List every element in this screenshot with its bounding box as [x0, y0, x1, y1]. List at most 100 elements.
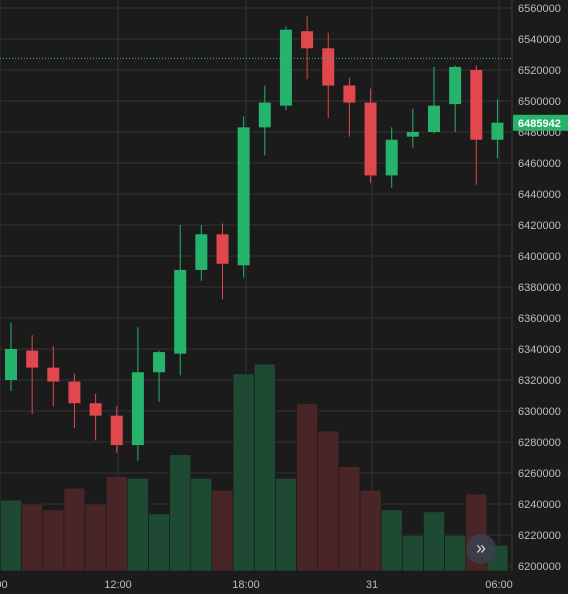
candle[interactable] [153, 350, 166, 402]
y-tick-label: 6420000 [518, 220, 561, 232]
x-tick-label: 18:00 [232, 579, 260, 591]
candle[interactable] [5, 322, 17, 391]
candle-body [491, 122, 504, 140]
candle-body [174, 269, 187, 354]
candle-body [47, 367, 60, 382]
y-tick-label: 6300000 [518, 406, 561, 418]
volume-bar [254, 363, 276, 572]
y-tick-label: 6560000 [518, 3, 561, 15]
candle[interactable] [322, 32, 335, 119]
y-tick-label: 6220000 [518, 530, 561, 542]
candle[interactable] [89, 393, 102, 441]
candle[interactable] [491, 99, 504, 159]
candle-body [279, 29, 292, 106]
candle-body [68, 381, 81, 404]
candle-body [258, 102, 271, 128]
volume-bar [169, 454, 191, 572]
candle-body [470, 70, 483, 140]
candle-body [428, 105, 440, 132]
price-axis: 6560000654000065200006500000648000064600… [513, 3, 568, 573]
y-tick-label: 6460000 [518, 158, 561, 170]
candle-body [406, 132, 419, 137]
volume-bar [275, 478, 297, 572]
candle[interactable] [470, 65, 483, 185]
volume-bar [232, 373, 255, 572]
candle[interactable] [216, 223, 229, 300]
candle-body [153, 352, 166, 373]
y-tick-label: 6360000 [518, 313, 561, 325]
volume-bar [359, 489, 382, 572]
y-tick-label: 6520000 [518, 65, 561, 77]
y-tick-label: 6440000 [518, 189, 561, 201]
candle-body [385, 139, 398, 176]
volume-bar [211, 489, 234, 572]
candle-body [26, 350, 39, 368]
scroll-to-latest-button[interactable]: » [466, 534, 496, 564]
last-price-label: 6485942 [518, 118, 561, 130]
candle[interactable] [68, 373, 81, 429]
candle[interactable] [195, 225, 208, 281]
x-tick-label: :00 [0, 579, 8, 591]
volume-bar [402, 535, 424, 572]
volume-bar [190, 478, 213, 572]
volume-bar [105, 476, 128, 572]
candle-body [237, 127, 250, 266]
y-tick-label: 6320000 [518, 375, 561, 387]
candle[interactable] [428, 66, 440, 134]
candle[interactable] [301, 15, 314, 80]
y-tick-label: 6500000 [518, 96, 561, 108]
candle-body [301, 31, 314, 49]
volume-bar [380, 509, 403, 572]
candle-body [449, 66, 462, 105]
candle-body [5, 349, 17, 380]
y-tick-label: 6540000 [518, 34, 561, 46]
volume-bar [423, 511, 445, 572]
volume-bar [317, 430, 340, 572]
y-tick-label: 6200000 [518, 561, 561, 573]
candle-body [343, 85, 356, 103]
volume-bar [296, 403, 318, 572]
candle-body [322, 48, 335, 86]
y-tick-label: 6260000 [518, 468, 561, 480]
volume-bar [148, 513, 170, 572]
y-tick-label: 6400000 [518, 251, 561, 263]
candle[interactable] [385, 127, 398, 188]
candle-body [216, 234, 229, 264]
candle-body [195, 234, 208, 270]
volume-bar [21, 503, 43, 572]
time-axis: :00 12:00 18:00 31 06:00 [0, 579, 513, 591]
candle[interactable] [47, 345, 60, 407]
y-tick-label: 6380000 [518, 282, 561, 294]
candle-body [110, 415, 123, 446]
candle[interactable] [279, 26, 292, 111]
last-price-tag [513, 114, 568, 131]
candles [5, 15, 504, 461]
candle[interactable] [364, 88, 377, 184]
candle[interactable] [110, 406, 123, 453]
candle[interactable] [131, 327, 144, 461]
volume-bar [0, 499, 22, 572]
candle-body [89, 403, 102, 416]
candle[interactable] [26, 335, 39, 415]
volume-bar [127, 478, 149, 572]
x-tick-label: 06:00 [485, 579, 513, 591]
volume-bars [0, 363, 509, 572]
candle[interactable] [237, 116, 250, 278]
volume-bar [42, 509, 65, 572]
x-tick-label: 12:00 [104, 579, 132, 591]
volume-bar [444, 535, 466, 572]
candle[interactable] [449, 65, 462, 132]
volume-bar [338, 466, 361, 572]
candle[interactable] [406, 108, 419, 148]
y-tick-label: 6340000 [518, 344, 561, 356]
candle[interactable] [258, 85, 271, 156]
x-tick-label: 31 [366, 579, 378, 591]
candle-body [131, 372, 144, 446]
volume-bar [84, 503, 107, 572]
candle[interactable] [174, 225, 187, 376]
y-tick-label: 6280000 [518, 437, 561, 449]
y-tick-label: 6240000 [518, 499, 561, 511]
candle[interactable] [343, 77, 356, 137]
